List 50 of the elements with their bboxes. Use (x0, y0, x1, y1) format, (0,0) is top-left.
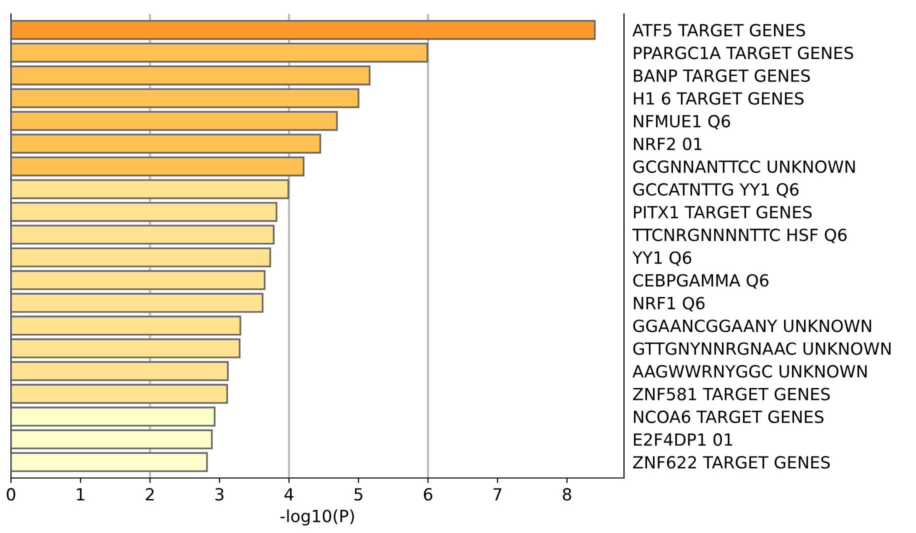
y-tick-label: H1 6 TARGET GENES (634, 92, 804, 105)
y-tick-label: CEBPGAMMA Q6 (633, 274, 768, 289)
x-tick-label: 7 (494, 488, 502, 500)
x-tick-label: 6 (424, 488, 432, 501)
bar (11, 270, 266, 290)
x-tick-label: 0 (6, 488, 16, 501)
bar (11, 316, 242, 336)
bar (11, 338, 240, 358)
y-tick-label: E2F4DP1 01 (634, 433, 732, 446)
bar (11, 110, 338, 131)
x-tick-label: 1 (77, 488, 84, 500)
y-tick-label: TTCNRGNNNNTTC HSF Q6 (632, 228, 847, 244)
bar (11, 65, 370, 86)
x-tick-label: 3 (215, 488, 224, 501)
bar (11, 20, 596, 40)
bar (11, 247, 272, 268)
x-axis-title: -log10(P) (280, 509, 354, 526)
bar (11, 88, 360, 108)
x-tick-label: 2 (146, 488, 154, 500)
bar (11, 202, 278, 222)
x-tick-label: 4 (284, 488, 294, 500)
y-tick-label: ZNF581 TARGET GENES (633, 388, 830, 400)
bar (11, 156, 304, 176)
y-tick-label: GGAANCGGAANY UNKNOWN (633, 320, 872, 332)
y-tick-label: GCGNNANTTCC UNKNOWN (633, 160, 855, 173)
bar (11, 292, 264, 313)
bar (11, 429, 213, 450)
y-tick-label: NFMUE1 Q6 (634, 114, 730, 130)
bar (11, 42, 428, 63)
y-tick-label: YY1 Q6 (632, 251, 692, 266)
y-tick-label: AAGWWRNYGGC UNKNOWN (632, 365, 867, 378)
bar (11, 224, 275, 245)
bar (11, 361, 229, 382)
bar (11, 384, 228, 404)
y-tick-label: NRF1 Q6 (634, 296, 705, 312)
bar (11, 406, 216, 427)
y-tick-label: ATF5 TARGET GENES (632, 24, 805, 36)
bar (11, 179, 290, 200)
y-tick-label: NCOA6 TARGET GENES (634, 410, 824, 424)
bar (11, 134, 322, 154)
bar (11, 452, 208, 472)
x-tick-label: 8 (562, 488, 572, 501)
y-tick-label: BANP TARGET GENES (634, 69, 810, 82)
x-tick-label: 5 (354, 488, 362, 501)
y-tick-label: PPARGC1A TARGET GENES (634, 46, 854, 60)
y-tick-label: PITX1 TARGET GENES (634, 206, 812, 218)
y-tick-label: ZNF622 TARGET GENES (633, 456, 830, 469)
y-tick-label: GCCATNTTG YY1 Q6 (633, 183, 798, 198)
y-tick-label: GTTGNYNNRGNAAC UNKNOWN (633, 342, 891, 355)
y-tick-label: NRF2 01 (634, 138, 702, 150)
